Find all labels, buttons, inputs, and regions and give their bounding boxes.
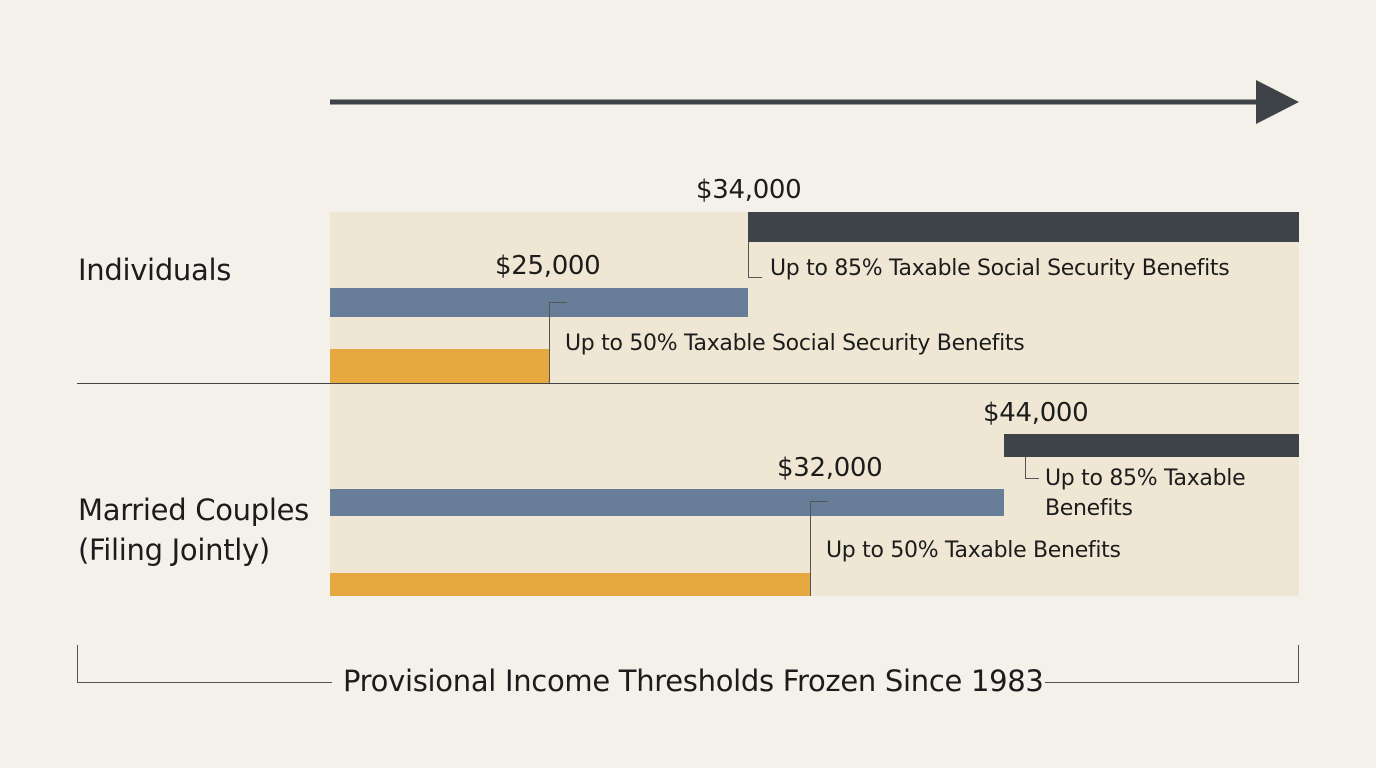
individuals-50-bracket <box>549 302 567 303</box>
married-85-note-line2: Benefits <box>1045 496 1133 521</box>
married-label-line1: Married Couples <box>78 493 309 527</box>
individuals-mid-bar <box>330 288 748 317</box>
individuals-85-bar <box>748 212 1299 242</box>
footer-caption: Provisional Income Thresholds Frozen Sin… <box>343 664 1044 698</box>
married-50-bar <box>330 573 810 596</box>
married-label-line2: (Filing Jointly) <box>78 533 270 567</box>
married-85-bar <box>1004 434 1299 457</box>
individuals-threshold-high: $34,000 <box>696 175 802 205</box>
married-85-note-line1: Up to 85% Taxable <box>1045 466 1246 491</box>
footer-bracket-left <box>77 645 78 682</box>
arrow-right-icon <box>330 80 1299 124</box>
individuals-label: Individuals <box>78 253 232 287</box>
section-divider <box>77 383 1299 384</box>
married-50-bracket <box>810 501 828 502</box>
married-threshold-low: $32,000 <box>777 453 883 483</box>
individuals-85-note: Up to 85% Taxable Social Security Benefi… <box>770 256 1230 281</box>
footer-bracket-right <box>1298 645 1299 682</box>
individuals-50-note: Up to 50% Taxable Social Security Benefi… <box>565 331 1025 356</box>
married-85-bracket <box>1025 457 1026 479</box>
individuals-85-bracket <box>748 242 749 278</box>
individuals-50-bar <box>330 349 550 383</box>
married-50-note: Up to 50% Taxable Benefits <box>826 538 1121 563</box>
married-threshold-high: $44,000 <box>983 398 1089 428</box>
individuals-threshold-low: $25,000 <box>495 251 601 281</box>
married-mid-bar <box>330 489 1004 516</box>
